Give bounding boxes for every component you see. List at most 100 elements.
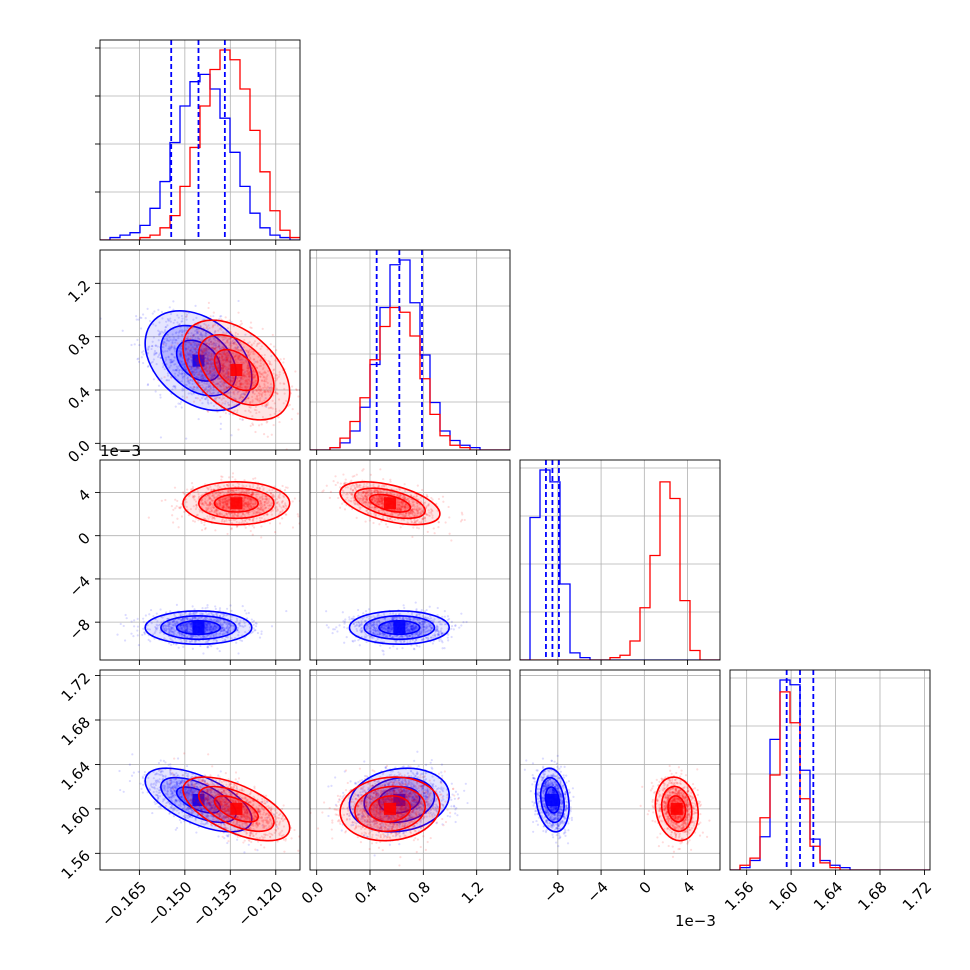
scatter-point [247,503,250,506]
scatter-point [130,343,133,347]
scatter-point [250,373,253,377]
scatter-point [218,512,221,516]
scatter-point [206,390,209,393]
scatter-point [360,621,363,624]
scatter-point [263,508,266,511]
scatter-point [230,333,233,336]
scatter-point [234,621,237,624]
scatter-point [220,355,224,358]
scatter-point [222,369,225,372]
scatter-point [162,351,165,354]
scatter-point [282,505,286,509]
scatter-point [222,506,225,509]
scatter-point [251,369,255,372]
scatter-point [262,375,265,378]
scatter-point [249,497,252,501]
scatter-point [226,623,229,626]
scatter-point [221,633,224,636]
scatter-point [428,605,431,608]
scatter-point [242,500,245,504]
scatter-point [246,367,249,370]
scatter-point [185,505,188,508]
scatter-point [230,489,233,492]
scatter-point [271,494,274,497]
scatter-point [239,396,243,399]
scatter-point [180,334,183,337]
scatter-point [251,510,254,513]
scatter-point [237,355,240,358]
scatter-point [201,498,204,502]
scatter-point [256,360,259,363]
scatter-point [241,350,245,353]
scatter-point [146,351,149,354]
scatter-point [219,632,222,635]
scatter-point [249,505,252,508]
scatter-point [190,636,193,639]
scatter-point [244,390,247,393]
scatter-point [440,633,443,636]
scatter-point [177,316,180,319]
scatter-point [220,626,224,629]
scatter-point [223,621,226,624]
scatter-point [217,345,220,349]
scatter-point [410,627,413,630]
scatter-point [249,326,252,329]
scatter-point [207,517,210,520]
scatter-point [187,494,190,497]
scatter-point [226,614,229,617]
scatter-point [195,386,199,390]
scatter-point [199,399,202,402]
scatter-point [216,495,219,498]
scatter-point [234,331,237,334]
scatter-point [423,620,427,623]
scatter-point [194,336,197,339]
scatter-point [170,626,173,629]
scatter-point [234,358,237,361]
scatter-point [163,375,166,379]
scatter-point [203,347,206,351]
scatter-point [207,506,210,509]
scatter-point [247,499,251,502]
scatter-point [218,397,221,400]
scatter-point [191,486,195,489]
scatter-point [221,355,224,358]
scatter-point [259,505,263,508]
scatter-point [422,624,425,627]
scatter-point [184,347,187,350]
scatter-point [225,355,228,358]
scatter-point [282,504,285,508]
scatter-point [170,345,173,348]
scatter-point [216,392,220,395]
scatter-point [222,506,225,509]
scatter-point [249,510,252,513]
scatter-point [221,626,224,629]
scatter-point [203,517,206,520]
scatter-point [262,487,265,490]
scatter-point [142,617,145,620]
scatter-point [159,393,162,396]
scatter-point [263,404,266,408]
scatter-point [209,515,212,518]
scatter-point [144,317,147,320]
scatter-point [206,627,209,630]
scatter-point [257,391,260,395]
scatter-point [208,496,212,500]
scatter-point [211,503,215,506]
scatter-point [195,504,198,507]
scatter-point [221,519,224,522]
scatter-point [165,320,168,323]
scatter-point [271,407,274,410]
scatter-point [266,513,269,516]
scatter-point [228,406,231,410]
scatter-point [210,340,213,343]
scatter-point [230,489,234,492]
scatter-point [227,370,230,373]
scatter-point [269,390,272,393]
scatter-point [246,397,250,400]
scatter-point [237,483,241,486]
scatter-point [248,375,251,378]
scatter-point [188,628,192,631]
scatter-point [170,623,173,626]
scatter-point [259,373,263,376]
scatter-point [191,616,194,620]
